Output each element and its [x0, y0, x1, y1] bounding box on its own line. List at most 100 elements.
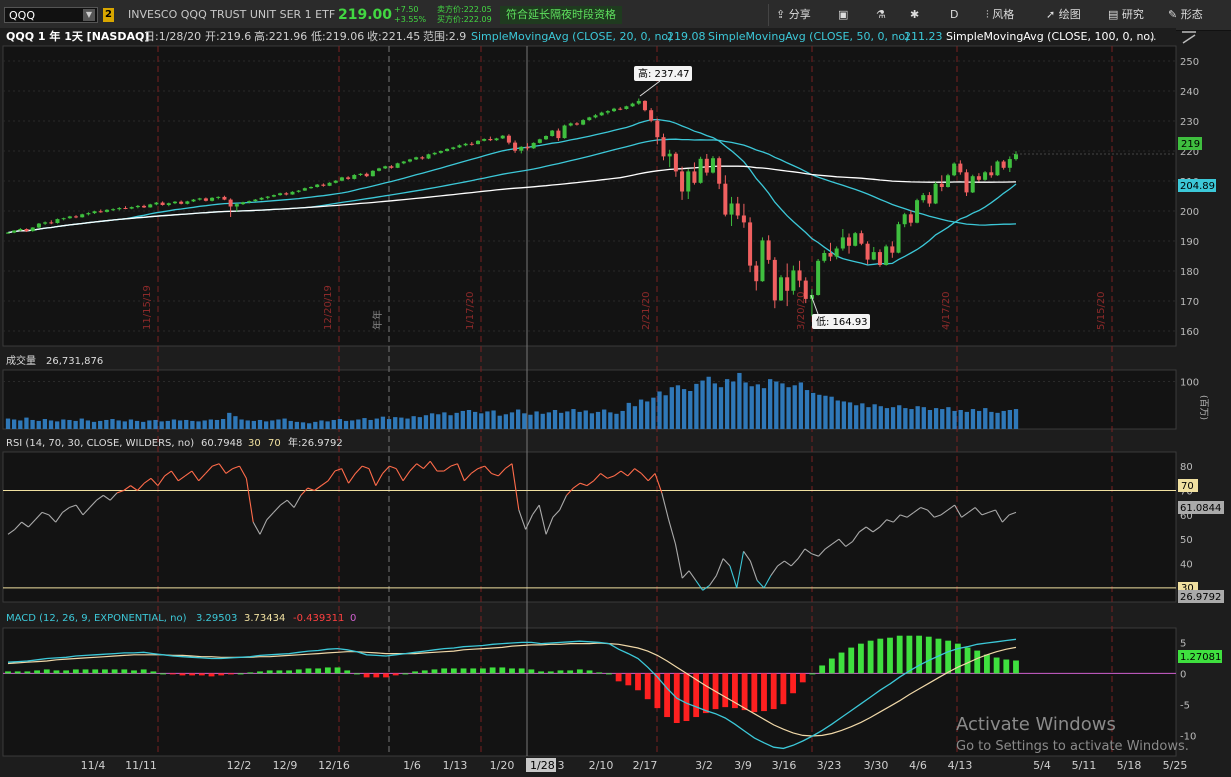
- macd-histogram-bar: [547, 671, 554, 674]
- volume-bar: [411, 416, 416, 429]
- volume-pane[interactable]: [2, 369, 1177, 430]
- macd-line: [7, 638, 1017, 750]
- macd-tick-label: -10: [1180, 731, 1196, 742]
- patterns-button[interactable]: ✎ 形态: [1168, 3, 1203, 27]
- extended-hours-button[interactable]: 符合延长隔夜时段资格: [500, 6, 622, 24]
- macd-last-tag-text: 1.27081: [1180, 652, 1221, 663]
- volume-layer: [5, 372, 1019, 429]
- rsi-header: RSI (14, 70, 30, CLOSE, WILDERS, no) 60.…: [6, 436, 343, 449]
- sma20-value: 219.08: [667, 30, 706, 43]
- volume-bar: [1007, 410, 1013, 429]
- candle: [754, 261, 759, 291]
- candle: [111, 208, 116, 211]
- volume-bar: [583, 410, 588, 429]
- volume-bar: [804, 390, 810, 429]
- candle: [30, 227, 35, 232]
- macd-histogram-bar: [509, 668, 515, 674]
- candle: [605, 110, 610, 115]
- rsi-segment: [777, 560, 785, 567]
- candle: [414, 156, 419, 160]
- volume-bar: [552, 410, 558, 429]
- volume-bar: [48, 420, 54, 429]
- settings-button[interactable]: ✱: [910, 3, 919, 27]
- volume-bar: [1013, 409, 1019, 429]
- volume-bar: [546, 412, 552, 429]
- candle-icon: ⫶: [986, 8, 989, 21]
- x-tick-label: 12/16: [318, 759, 350, 772]
- symbol-input[interactable]: QQQ ▼: [4, 7, 98, 23]
- macd-histogram-bar: [848, 647, 855, 674]
- candle: [537, 138, 542, 144]
- drawings-button[interactable]: ➚ 绘图: [1046, 3, 1081, 27]
- rsi-segment: [137, 482, 145, 491]
- studies-button[interactable]: ▤ 研究: [1108, 3, 1144, 27]
- sma50-label[interactable]: SimpleMovingAvg (CLOSE, 50, 0, no): [708, 30, 909, 43]
- share-button[interactable]: ⇪ 分享: [776, 3, 811, 27]
- volume-bar: [540, 413, 545, 429]
- candle: [927, 192, 932, 207]
- calendar-button[interactable]: ▣: [838, 3, 848, 27]
- candle: [840, 229, 845, 251]
- volume-bar: [331, 419, 336, 429]
- rsi-segment: [55, 512, 63, 523]
- volume-bar: [1001, 410, 1006, 429]
- volume-bar: [356, 419, 361, 429]
- link-badge[interactable]: 2: [103, 8, 114, 22]
- volume-bar: [903, 408, 908, 429]
- period-button[interactable]: D: [950, 8, 959, 21]
- macd-histogram-bar: [954, 643, 961, 674]
- rsi-segment: [913, 507, 921, 513]
- chevron-down-icon[interactable]: ▼: [83, 9, 95, 21]
- sma20-label[interactable]: SimpleMovingAvg (CLOSE, 20, 0, no): [471, 30, 672, 43]
- volume-bar: [743, 382, 748, 429]
- rsi-segment: [416, 463, 424, 470]
- macd-pane[interactable]: [2, 627, 1177, 757]
- rsi-segment: [586, 480, 595, 487]
- rsi-segment: [89, 499, 97, 508]
- rsi-segment: [157, 475, 166, 486]
- candle: [265, 196, 270, 200]
- style-button[interactable]: ⫶ 风格: [986, 3, 1014, 27]
- bar-open: 开:219.6: [205, 30, 251, 43]
- macd-histogram-bar: [208, 673, 215, 677]
- candle: [877, 249, 882, 267]
- candle: [247, 200, 252, 204]
- candle: [92, 210, 97, 214]
- collapse-icon[interactable]: [1182, 31, 1196, 44]
- volume-bar: [749, 386, 754, 429]
- macd-histogram-bar: [819, 665, 826, 674]
- volume-bar: [694, 383, 699, 429]
- macd-histogram-bar: [305, 668, 312, 674]
- volume-bar: [466, 410, 472, 429]
- rsi-segment: [198, 473, 206, 482]
- rsi-segment: [859, 526, 867, 533]
- volume-bar: [958, 410, 963, 429]
- volume-bar: [761, 388, 767, 429]
- rsi-segment: [879, 519, 887, 528]
- rsi-pane[interactable]: [2, 451, 1177, 603]
- volume-bar: [589, 413, 595, 429]
- sma100-label[interactable]: SimpleMovingAvg (CLOSE, 100, 0, no): [946, 30, 1154, 43]
- volume-bar: [724, 379, 730, 429]
- flask-button[interactable]: ⚗: [876, 3, 886, 27]
- volume-bar: [632, 406, 638, 429]
- macd-histogram-bar: [412, 671, 418, 674]
- candle: [36, 223, 41, 229]
- rsi-segment: [314, 485, 322, 491]
- period-marker-label: 11/15/19: [142, 285, 153, 330]
- ask-price: 卖方价:222.05: [437, 5, 492, 14]
- candle: [908, 210, 913, 227]
- candle: [791, 265, 796, 295]
- volume-label: 成交量: [6, 354, 36, 367]
- price-pane[interactable]: [2, 45, 1177, 347]
- chart-title: QQQ 1 年 1天 [NASDAQ]: [6, 29, 149, 43]
- volume-bar: [337, 419, 343, 429]
- volume-bar: [565, 411, 570, 429]
- macd-tick-label: 5: [1180, 638, 1186, 649]
- volume-bar: [663, 395, 668, 429]
- candle: [67, 215, 72, 219]
- header-overflow[interactable]: ...: [1146, 30, 1157, 43]
- volume-bar: [122, 421, 127, 429]
- candle: [228, 198, 233, 217]
